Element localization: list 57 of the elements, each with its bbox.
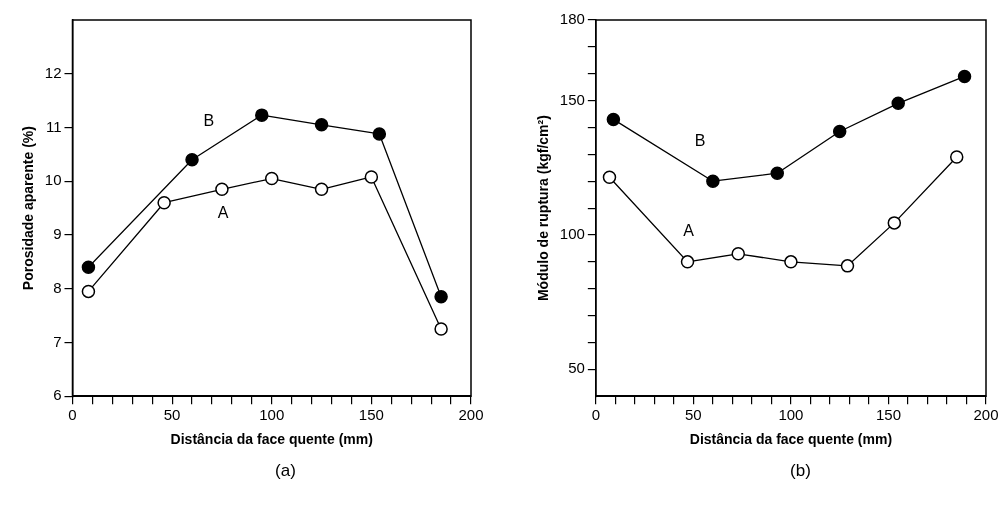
x-tick-label: 50 <box>163 406 181 424</box>
series-label: A <box>217 204 229 222</box>
y-tick-label: 9 <box>53 225 62 243</box>
series-label: A <box>683 221 695 239</box>
point <box>840 259 855 273</box>
point <box>731 247 745 261</box>
y-tick-label: 50 <box>568 359 585 377</box>
x-tick-label: 0 <box>68 406 77 424</box>
x-axis-title: Distância da face quente (mm) <box>170 431 373 448</box>
point <box>891 96 905 111</box>
point <box>264 171 279 186</box>
point <box>602 170 617 184</box>
y-tick-label: 8 <box>53 278 62 296</box>
point <box>185 152 199 167</box>
text: (b) <box>789 461 812 481</box>
x-tick-label: 200 <box>458 406 484 424</box>
point <box>949 150 964 164</box>
point <box>606 112 621 127</box>
x-tick-label: 150 <box>358 406 384 424</box>
point <box>680 255 695 269</box>
x-tick-label: 100 <box>778 406 804 424</box>
point <box>832 124 847 139</box>
y-tick-label: 7 <box>53 332 62 350</box>
y-tick-label: 100 <box>559 225 585 243</box>
point <box>434 290 448 304</box>
point <box>314 118 329 132</box>
y-axis-title: Módulo de ruptura (kgf/cm²) <box>535 115 552 302</box>
point <box>957 69 972 84</box>
series-label: B <box>694 132 706 150</box>
text: (a) <box>274 461 297 481</box>
point <box>364 170 379 184</box>
x-axis-title: Distância da face quente (mm) <box>689 431 893 448</box>
point <box>215 182 229 197</box>
point <box>314 182 329 197</box>
y-tick-label: 180 <box>559 10 585 28</box>
point <box>706 174 720 188</box>
point <box>887 216 902 230</box>
point <box>784 255 798 269</box>
y-tick-label: 6 <box>53 386 62 404</box>
y-tick-label: 11 <box>45 117 62 135</box>
x-tick-label: 150 <box>875 406 901 424</box>
x-tick-label: 200 <box>973 406 999 424</box>
x-tick-label: 0 <box>591 406 600 424</box>
point <box>372 127 387 141</box>
point <box>81 284 96 299</box>
y-tick-label: 10 <box>44 171 62 189</box>
y-tick-label: 150 <box>559 90 585 108</box>
x-tick-label: 50 <box>685 406 702 424</box>
x-tick-label: 100 <box>259 406 285 424</box>
point <box>81 260 96 274</box>
point <box>770 166 785 180</box>
y-tick-label: 12 <box>44 63 62 81</box>
point <box>255 108 269 122</box>
series-label: B <box>203 112 215 130</box>
y-axis-title: Porosidade aparente (%) <box>20 126 37 291</box>
point <box>157 195 171 210</box>
point <box>434 322 448 336</box>
